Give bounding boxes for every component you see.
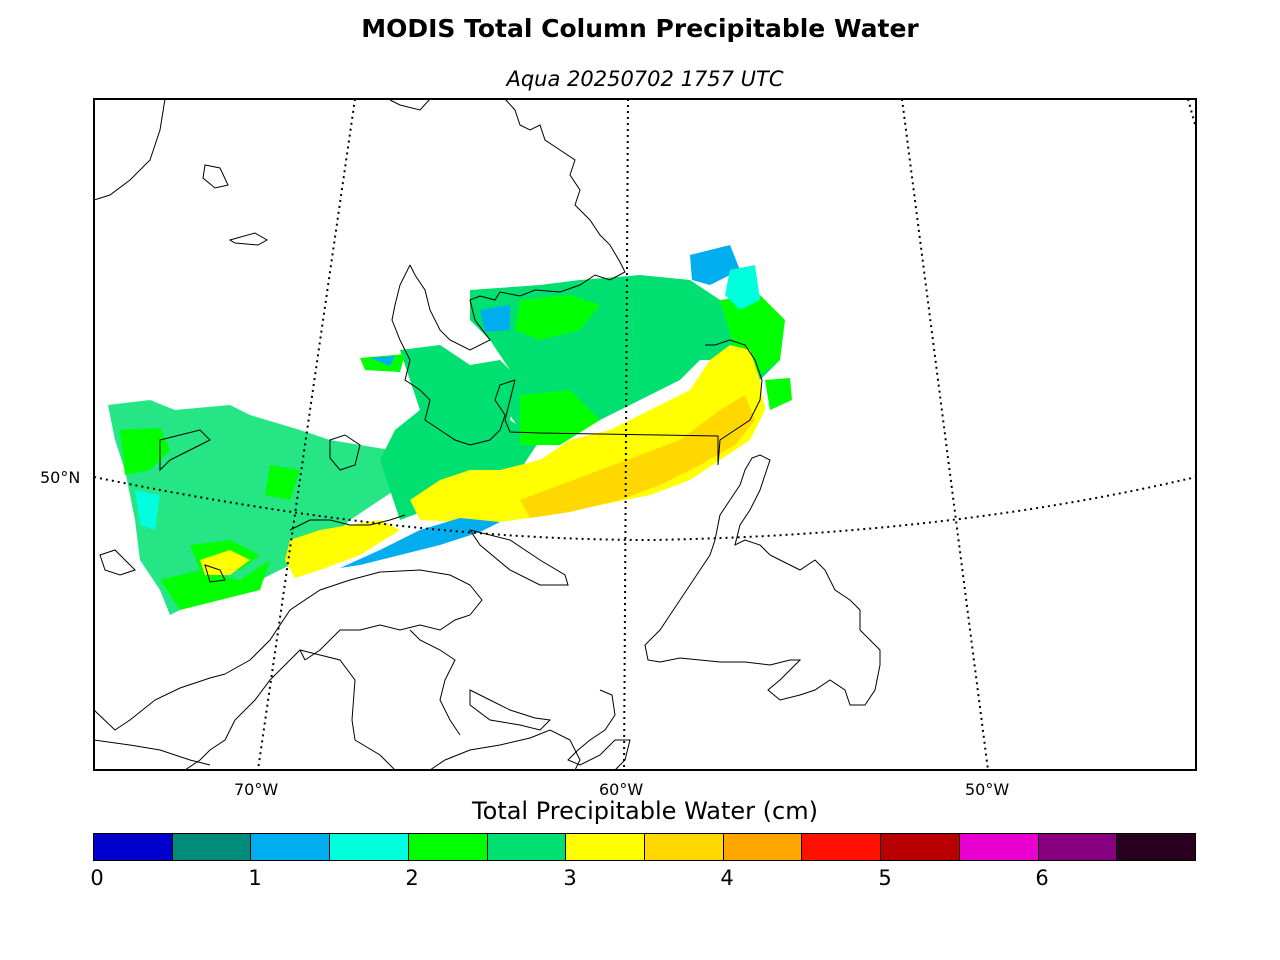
colorbar bbox=[93, 833, 1196, 861]
colorbar-segment-7 bbox=[645, 834, 724, 860]
colorbar-segment-3 bbox=[330, 834, 409, 860]
lon-label-60w: 60°W bbox=[599, 780, 644, 799]
colorbar-tick-6: 6 bbox=[1035, 866, 1049, 890]
colorbar-segment-1 bbox=[172, 834, 252, 860]
coastlines bbox=[94, 99, 881, 770]
map-frame bbox=[93, 98, 1197, 771]
colorbar-tick-5: 5 bbox=[878, 866, 892, 890]
colorbar-segment-9 bbox=[802, 834, 882, 860]
colorbar-segment-11 bbox=[959, 834, 1039, 860]
graticule bbox=[94, 99, 1196, 770]
lon-label-50w: 50°W bbox=[965, 780, 1010, 799]
colorbar-segment-2 bbox=[251, 834, 331, 860]
colorbar-tick-0: 0 bbox=[90, 866, 104, 890]
colorbar-tick-4: 4 bbox=[720, 866, 734, 890]
colorbar-tick-2: 2 bbox=[405, 866, 419, 890]
colorbar-segment-8 bbox=[723, 834, 803, 860]
colorbar-segment-6 bbox=[566, 834, 646, 860]
lon-label-70w: 70°W bbox=[234, 780, 279, 799]
lat-label-50n: 50°N bbox=[40, 468, 81, 487]
colorbar-tick-1: 1 bbox=[248, 866, 262, 890]
colorbar-tick-3: 3 bbox=[563, 866, 577, 890]
chart-title: MODIS Total Column Precipitable Water bbox=[361, 14, 919, 43]
colorbar-segment-5 bbox=[487, 834, 567, 860]
colorbar-segment-4 bbox=[408, 834, 488, 860]
colorbar-title: Total Precipitable Water (cm) bbox=[472, 797, 818, 825]
colorbar-segment-13 bbox=[1117, 834, 1196, 860]
chart-subtitle: Aqua 20250702 1757 UTC bbox=[506, 67, 784, 91]
colorbar-segment-10 bbox=[881, 834, 960, 860]
colorbar-segment-12 bbox=[1038, 834, 1118, 860]
colorbar-segment-0 bbox=[94, 834, 173, 860]
water-field bbox=[108, 245, 792, 615]
